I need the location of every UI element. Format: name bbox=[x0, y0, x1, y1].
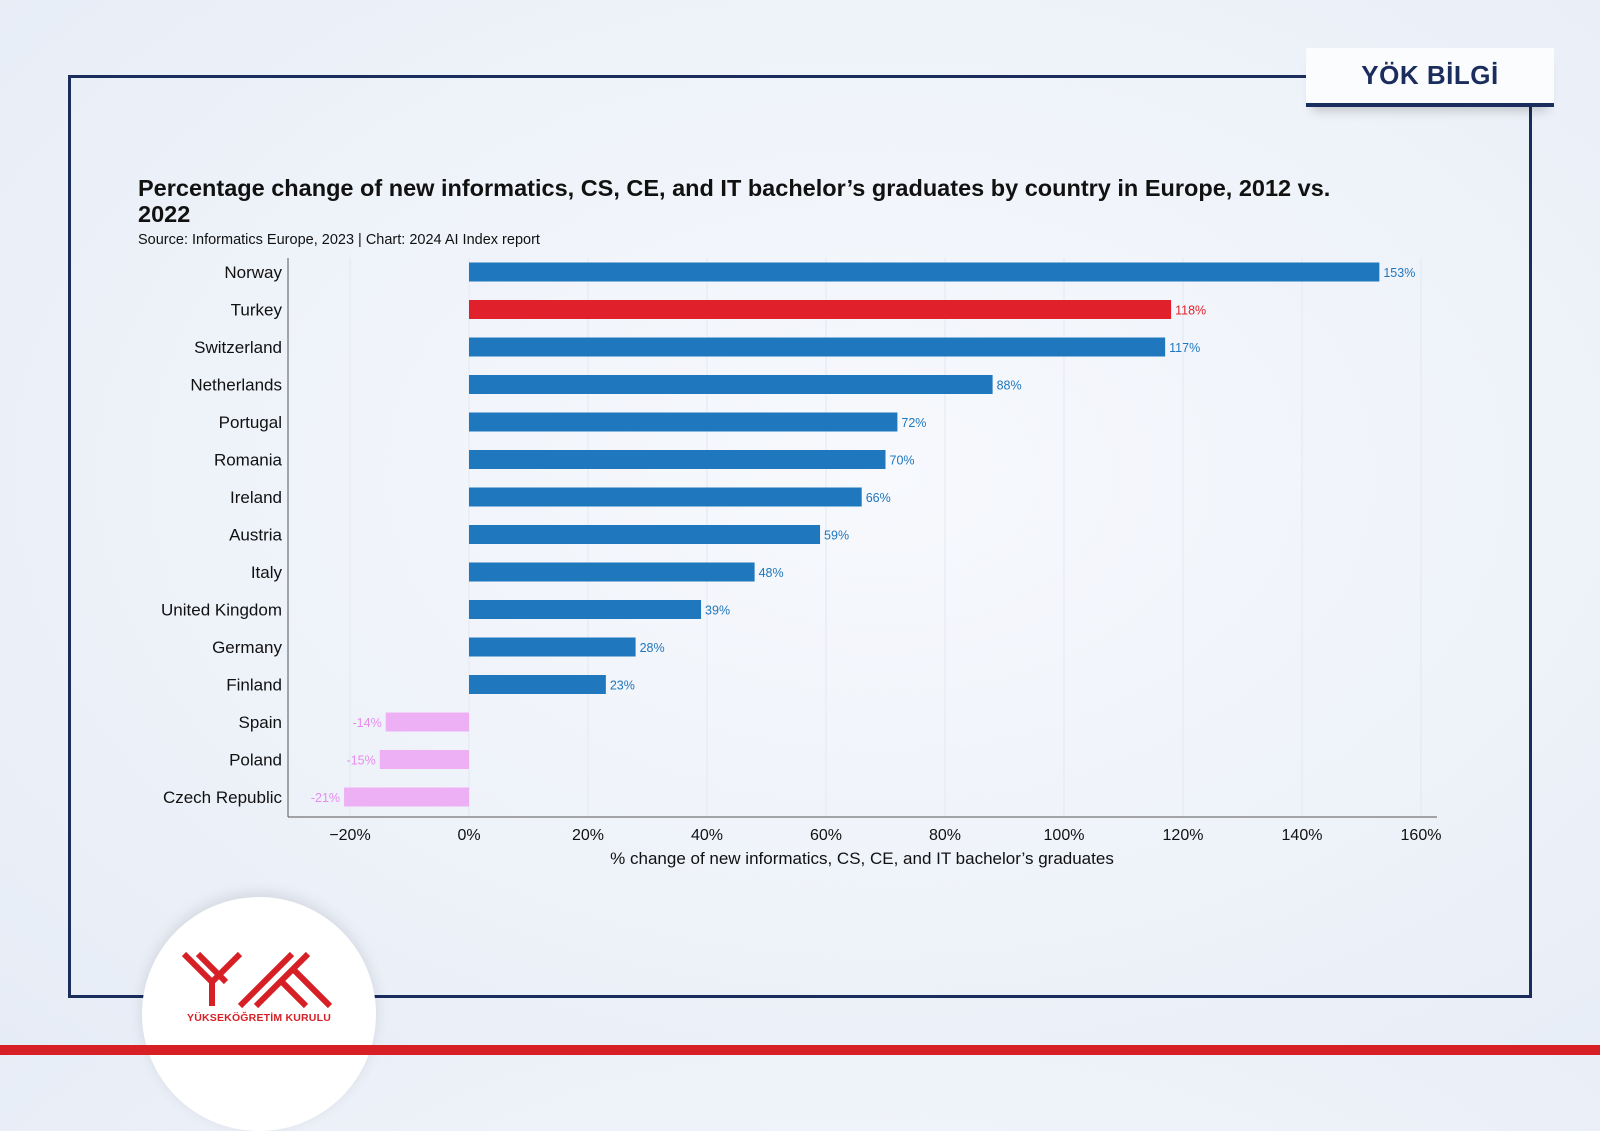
data-label: 28% bbox=[640, 641, 665, 655]
x-tick-label: 80% bbox=[929, 827, 961, 844]
x-axis-label: % change of new informatics, CS, CE, and… bbox=[610, 849, 1114, 868]
bar-romania bbox=[469, 450, 886, 469]
bar-spain bbox=[385, 712, 469, 732]
yok-bilgi-badge: YÖK BİLGİ bbox=[1306, 48, 1554, 107]
x-tick-label: 100% bbox=[1044, 827, 1085, 844]
bar-united-kingdom bbox=[469, 600, 702, 619]
bar-portugal bbox=[469, 412, 898, 432]
category-label: Turkey bbox=[231, 301, 283, 320]
category-label: Czech Republic bbox=[163, 788, 283, 807]
x-tick-label: −20% bbox=[329, 827, 370, 844]
logo-org-name: YÜKSEKÖĞRETİM KURULU bbox=[186, 1012, 331, 1024]
category-label: United Kingdom bbox=[161, 601, 282, 620]
chart-title: Percentage change of new informatics, CS… bbox=[138, 175, 1331, 227]
bar-poland bbox=[379, 750, 469, 769]
data-label: 88% bbox=[997, 379, 1022, 393]
data-label: 72% bbox=[901, 416, 926, 430]
bar-czech-republic bbox=[344, 787, 469, 807]
category-label: Italy bbox=[251, 563, 283, 582]
bar-chart: −20% 0% 20% 40% 60% 80% 100% 120% 140% 160% Norway… bbox=[161, 258, 1442, 844]
data-label: 39% bbox=[705, 604, 730, 618]
bar-ireland bbox=[469, 487, 862, 507]
data-label: 70% bbox=[890, 454, 915, 468]
data-label: 118% bbox=[1175, 304, 1206, 318]
bar-netherlands bbox=[469, 375, 993, 394]
bar-germany bbox=[469, 637, 636, 657]
category-label: Ireland bbox=[230, 488, 282, 507]
data-label: 153% bbox=[1383, 266, 1415, 280]
x-tick-label: 20% bbox=[572, 827, 604, 844]
data-label: -14% bbox=[353, 716, 382, 730]
category-label: Switzerland bbox=[194, 338, 282, 357]
bar-switzerland bbox=[469, 337, 1166, 357]
yok-logo-icon bbox=[182, 952, 333, 1008]
bar-austria bbox=[469, 525, 821, 544]
data-label: -15% bbox=[347, 754, 376, 768]
data-label: 59% bbox=[824, 529, 849, 543]
footer-accent-bar bbox=[0, 1045, 1600, 1055]
category-label: Netherlands bbox=[190, 376, 282, 395]
data-label: 66% bbox=[866, 491, 891, 505]
bar-turkey bbox=[469, 300, 1172, 319]
x-tick-label: 140% bbox=[1282, 827, 1323, 844]
bar-italy bbox=[469, 562, 755, 582]
x-tick-label: 0% bbox=[457, 827, 480, 844]
category-label: Norway bbox=[224, 263, 282, 282]
chart-frame bbox=[68, 75, 1532, 998]
category-label: Portugal bbox=[219, 413, 282, 432]
bar-norway bbox=[469, 262, 1380, 282]
badge-label: YÖK BİLGİ bbox=[1361, 60, 1499, 90]
x-tick-label: 120% bbox=[1163, 827, 1204, 844]
data-label: 23% bbox=[610, 679, 635, 693]
category-label: Romania bbox=[214, 451, 283, 470]
bar-finland bbox=[469, 675, 606, 694]
category-label: Spain bbox=[239, 713, 282, 732]
chart-subtitle: Source: Informatics Europe, 2023 | Chart… bbox=[138, 232, 540, 248]
category-label: Finland bbox=[226, 676, 282, 695]
x-tick-label: 160% bbox=[1401, 827, 1442, 844]
data-label: 117% bbox=[1169, 341, 1200, 355]
data-label: -21% bbox=[311, 791, 340, 805]
x-tick-label: 60% bbox=[810, 827, 842, 844]
category-label: Poland bbox=[229, 751, 282, 770]
data-label: 48% bbox=[759, 566, 784, 580]
category-label: Germany bbox=[212, 638, 282, 657]
category-label: Austria bbox=[229, 526, 282, 545]
x-tick-label: 40% bbox=[691, 827, 723, 844]
